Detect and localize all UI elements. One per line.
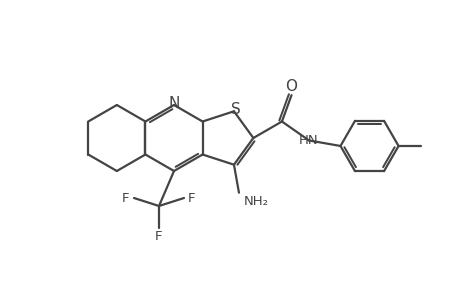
Text: N: N (168, 95, 179, 110)
Text: NH₂: NH₂ (243, 195, 269, 208)
Text: HN: HN (298, 134, 318, 147)
Text: F: F (188, 191, 196, 205)
Text: O: O (285, 79, 297, 94)
Text: F: F (155, 230, 162, 244)
Text: S: S (230, 102, 241, 117)
Text: F: F (122, 191, 129, 205)
